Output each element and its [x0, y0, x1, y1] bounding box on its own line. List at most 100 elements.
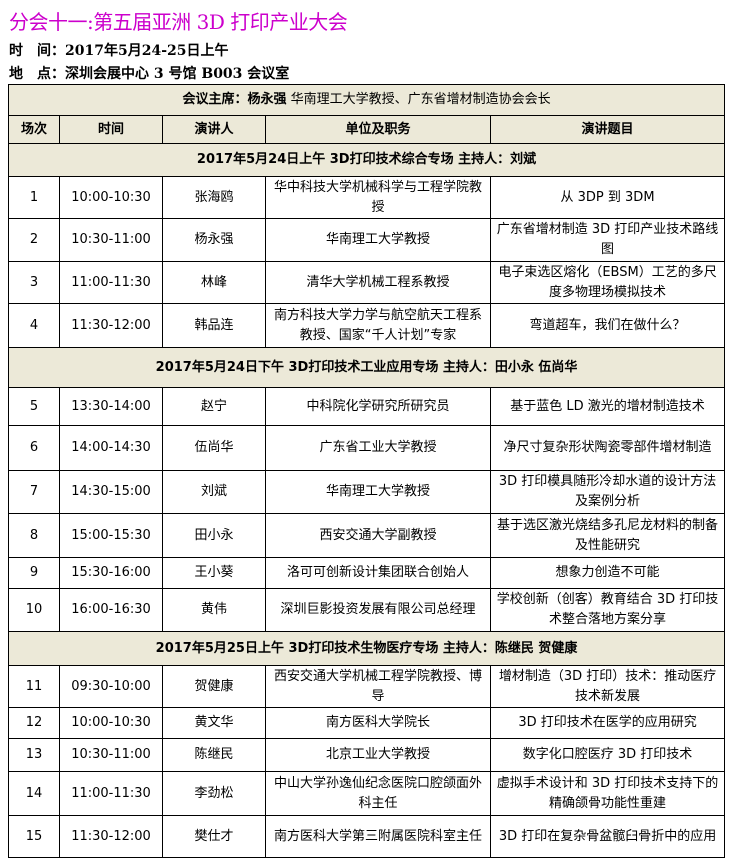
section-header: 2017年5月24日下午 3D打印技术工业应用专场 主持人：田小永 伍尚华: [7, 347, 726, 388]
speaker-cell: 黄文华: [162, 707, 266, 739]
time-line: 时 间：2017年5月24-25日上午: [9, 40, 228, 60]
session-number: 4: [8, 303, 60, 348]
table-row: 7 14:30-15:00 刘斌 华南理工大学教授 3D 打印模具随形冷却水道的设计方法…: [8, 470, 726, 514]
section-title: 2017年5月24日下午 3D打印技术工业应用专场 主持人：田小永 伍尚华: [7, 347, 726, 388]
affiliation-cell: 南方科技大学力学与航空航天工程系教授、国家“千人计划”专家: [265, 303, 491, 348]
time-cell: 10:00-10:30: [59, 707, 163, 739]
time-cell: 11:30-12:00: [59, 815, 163, 858]
topic-cell: 3D 打印技术在医学的应用研究: [489, 707, 726, 739]
time-cell: 11:00-11:30: [59, 261, 163, 304]
session-number: 12: [8, 707, 60, 739]
speaker-cell: 陈继民: [162, 738, 266, 772]
table-row: 13 10:30-11:00 陈继民 北京工业大学教授 数字化口腔医疗 3D 打印技术: [8, 738, 726, 772]
speaker-cell: 王小葵: [162, 557, 266, 589]
place-line: 地 点：深圳会展中心 3 号馆 B003 会议室: [9, 63, 289, 83]
table-row: 14 11:00-11:30 李劲松 中山大学孙逸仙纪念医院口腔颌面外科主任 虚拟手术设…: [8, 771, 726, 816]
section-title: 2017年5月24日上午 3D打印技术综合专场 主持人：刘斌: [7, 143, 726, 177]
session-number: 5: [8, 387, 60, 426]
session-number: 14: [8, 771, 60, 816]
speaker-cell: 黄伟: [162, 588, 266, 632]
time-cell: 11:30-12:00: [59, 303, 163, 348]
affiliation-cell: 中山大学孙逸仙纪念医院口腔颌面外科主任: [265, 771, 491, 816]
session-number: 7: [8, 470, 60, 514]
affiliation-cell: 北京工业大学教授: [265, 738, 491, 772]
session-number: 10: [8, 588, 60, 632]
time-cell: 09:30-10:00: [59, 665, 163, 708]
time-cell: 10:30-11:00: [59, 218, 163, 262]
time-cell: 14:30-15:00: [59, 470, 163, 514]
table-row: 9 15:30-16:00 王小葵 洛可可创新设计集团联合创始人 想象力创造不可能: [8, 557, 726, 589]
table-row: 15 11:30-12:00 樊仕才 南方医科大学第三附属医院科室主任 3D 打印在复杂…: [8, 815, 726, 858]
header-topic: 演讲题目: [489, 115, 726, 144]
table-row: 3 11:00-11:30 林峰 清华大学机械工程系教授 电子束选区熔化（EBSM）工艺…: [8, 261, 726, 304]
chair-label: 会议主席：杨永强: [182, 92, 287, 107]
affiliation-cell: 华南理工大学教授: [265, 218, 491, 262]
speaker-cell: 赵宁: [162, 387, 266, 426]
speaker-cell: 樊仕才: [162, 815, 266, 858]
session-number: 3: [8, 261, 60, 304]
time-cell: 10:30-11:00: [59, 738, 163, 772]
affiliation-cell: 西安交通大学副教授: [265, 513, 491, 558]
table-row: 8 15:00-15:30 田小永 西安交通大学副教授 基于选区激光烧结多孔尼龙材料的制…: [8, 513, 726, 558]
header-session: 场次: [8, 115, 60, 144]
table-row: 5 13:30-14:00 赵宁 中科院化学研究所研究员 基于蓝色 LD 激光的增材制造…: [8, 387, 726, 426]
place-value: 深圳会展中心 3 号馆 B003 会议室: [65, 66, 290, 82]
time-label: 时 间：: [9, 43, 65, 59]
topic-cell: 想象力创造不可能: [489, 557, 726, 589]
speaker-cell: 刘斌: [162, 470, 266, 514]
session-number: 15: [8, 815, 60, 858]
speaker-cell: 伍尚华: [162, 425, 266, 471]
time-cell: 13:30-14:00: [59, 387, 163, 426]
affiliation-cell: 南方医科大学院长: [265, 707, 491, 739]
session-number: 13: [8, 738, 60, 772]
speaker-cell: 田小永: [162, 513, 266, 558]
affiliation-cell: 清华大学机械工程系教授: [265, 261, 491, 304]
affiliation-cell: 华中科技大学机械科学与工程学院教授: [265, 176, 491, 219]
topic-cell: 广东省增材制造 3D 打印产业技术路线图: [489, 218, 726, 262]
topic-cell: 学校创新（创客）教育结合 3D 打印技术整合落地方案分享: [489, 588, 726, 632]
time-cell: 10:00-10:30: [59, 176, 163, 219]
speaker-cell: 张海鸥: [162, 176, 266, 219]
topic-cell: 增材制造（3D 打印）技术：推动医疗技术新发展: [489, 665, 726, 708]
session-number: 1: [8, 176, 60, 219]
table-row: 11 09:30-10:00 贺健康 西安交通大学机械工程学院教授、博导 增材制造（3D…: [8, 665, 726, 708]
speaker-cell: 韩品连: [162, 303, 266, 348]
session-number: 6: [8, 425, 60, 471]
speaker-cell: 杨永强: [162, 218, 266, 262]
topic-cell: 3D 打印在复杂骨盆髋臼骨折中的应用: [489, 815, 726, 858]
time-cell: 14:00-14:30: [59, 425, 163, 471]
time-cell: 16:00-16:30: [59, 588, 163, 632]
chair-row: 会议主席：杨永强 华南理工大学教授、广东省增材制造协会会长: [7, 84, 726, 116]
place-label: 地 点：: [9, 66, 65, 82]
topic-cell: 数字化口腔医疗 3D 打印技术: [489, 738, 726, 772]
section-title: 2017年5月25日上午 3D打印技术生物医疗专场 主持人：陈继民 贺健康: [7, 631, 726, 666]
table-row: 2 10:30-11:00 杨永强 华南理工大学教授 广东省增材制造 3D 打印产业技术…: [8, 218, 726, 262]
section-header: 2017年5月24日上午 3D打印技术综合专场 主持人：刘斌: [7, 143, 726, 177]
affiliation-cell: 南方医科大学第三附属医院科室主任: [265, 815, 491, 858]
header-affiliation: 单位及职务: [265, 115, 491, 144]
affiliation-cell: 华南理工大学教授: [265, 470, 491, 514]
chair-value: 华南理工大学教授、广东省增材制造协会会长: [290, 92, 551, 107]
table-row: 1 10:00-10:30 张海鸥 华中科技大学机械科学与工程学院教授从 3DP 到 …: [8, 176, 726, 219]
speaker-cell: 贺健康: [162, 665, 266, 708]
topic-cell: 电子束选区熔化（EBSM）工艺的多尺度多物理场模拟技术: [489, 261, 726, 304]
session-number: 11: [8, 665, 60, 708]
time-value: 2017年5月24-25日上午: [65, 43, 229, 59]
topic-cell: 虚拟手术设计和 3D 打印技术支持下的精确颌骨功能性重建: [489, 771, 726, 816]
topic-cell: 弯道超车，我们在做什么？: [489, 303, 726, 348]
schedule-table: 会议主席：杨永强 华南理工大学教授、广东省增材制造协会会长 场次 时间 演讲人 …: [7, 84, 726, 858]
topic-cell: 3D 打印模具随形冷却水道的设计方法及案例分析: [489, 470, 726, 514]
header-speaker: 演讲人: [162, 115, 266, 144]
affiliation-cell: 西安交通大学机械工程学院教授、博导: [265, 665, 491, 708]
table-row: 4 11:30-12:00 韩品连 南方科技大学力学与航空航天工程系教授、国家“千人计…: [8, 303, 726, 348]
session-number: 9: [8, 557, 60, 589]
speaker-cell: 林峰: [162, 261, 266, 304]
page-title: 分会十一:第五届亚洲 3D 打印产业大会: [9, 10, 348, 34]
affiliation-cell: 中科院化学研究所研究员: [265, 387, 491, 426]
topic-cell: 基于选区激光烧结多孔尼龙材料的制备及性能研究: [489, 513, 726, 558]
time-cell: 15:30-16:00: [59, 557, 163, 589]
affiliation-cell: 深圳巨影投资发展有限公司总经理: [265, 588, 491, 632]
table-row: 6 14:00-14:30 伍尚华 广东省工业大学教授 净尺寸复杂形状陶瓷零部件增材制造: [8, 425, 726, 471]
time-cell: 15:00-15:30: [59, 513, 163, 558]
table-row: 10 16:00-16:30 黄伟 深圳巨影投资发展有限公司总经理 学校创新（创客）教育…: [8, 588, 726, 632]
